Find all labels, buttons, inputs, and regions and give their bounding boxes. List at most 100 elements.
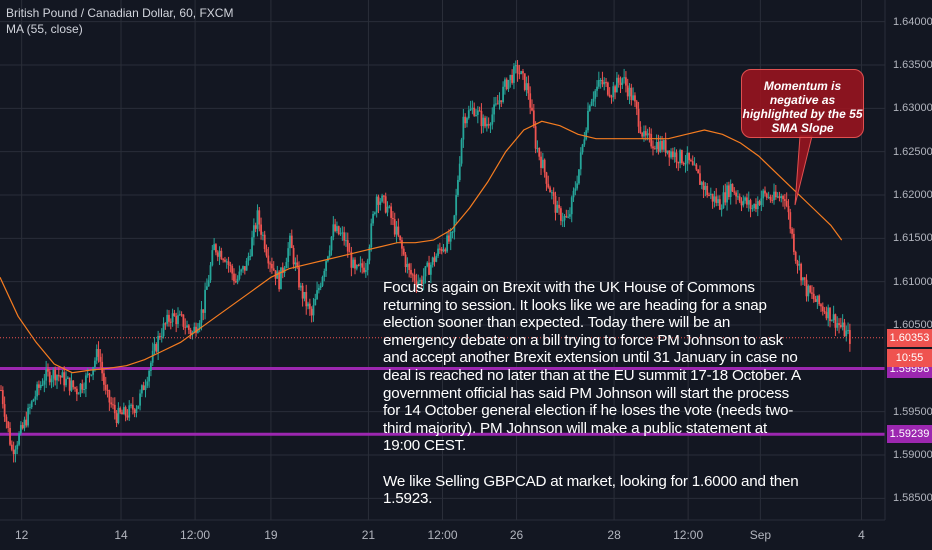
candle-body bbox=[169, 321, 172, 323]
analysis-paragraph: Focus is again on Brexit with the UK Hou… bbox=[383, 279, 801, 455]
candle-body bbox=[762, 190, 765, 199]
y-tick-label: 1.62000 bbox=[893, 189, 932, 201]
candle-body bbox=[364, 270, 367, 273]
candle-body bbox=[615, 77, 618, 93]
candle-body bbox=[47, 368, 49, 372]
y-tick-label: 1.62500 bbox=[893, 145, 932, 158]
candle-body bbox=[36, 384, 39, 397]
indicator-label[interactable]: MA (55, close) bbox=[6, 22, 83, 36]
candle-body bbox=[753, 204, 756, 209]
candle-body bbox=[334, 224, 337, 232]
candle-body bbox=[182, 314, 185, 327]
candle-body bbox=[457, 180, 459, 196]
candle-body bbox=[112, 404, 114, 406]
candle-body bbox=[227, 261, 230, 265]
candle-body bbox=[641, 132, 644, 137]
candle-body bbox=[547, 183, 550, 188]
candle-body bbox=[424, 266, 427, 277]
candle-body bbox=[570, 197, 573, 215]
candle-body bbox=[700, 182, 703, 185]
candle-body bbox=[314, 298, 317, 306]
candle-body bbox=[693, 164, 696, 166]
candle-body bbox=[695, 164, 698, 170]
candle-body bbox=[278, 271, 281, 290]
candle-body bbox=[500, 100, 503, 102]
countdown-tag: 10:55 bbox=[887, 348, 932, 367]
candle-body bbox=[195, 326, 197, 333]
candle-body bbox=[596, 86, 598, 91]
candle-body bbox=[222, 259, 225, 261]
x-tick-label: 12:00 bbox=[427, 528, 458, 542]
candle-body bbox=[323, 270, 326, 278]
candle-body bbox=[200, 309, 203, 323]
candle-body bbox=[392, 217, 394, 220]
y-tick-label: 1.63500 bbox=[893, 59, 932, 71]
candle-body bbox=[478, 110, 481, 112]
candle-body bbox=[343, 232, 346, 241]
candle-body bbox=[690, 160, 692, 162]
candle-body bbox=[265, 249, 268, 256]
candle-body bbox=[805, 279, 808, 297]
candle-body bbox=[505, 79, 508, 90]
candle-body bbox=[153, 344, 156, 351]
candle-body bbox=[471, 107, 474, 109]
candle-body bbox=[357, 265, 360, 267]
symbol-title[interactable]: British Pound / Canadian Dollar, 60, FXC… bbox=[6, 6, 234, 20]
candle-body bbox=[77, 393, 80, 395]
candle-body bbox=[769, 196, 772, 200]
candle-body bbox=[473, 107, 476, 116]
candle-body bbox=[131, 404, 134, 410]
candle-body bbox=[585, 130, 588, 140]
candle-body bbox=[742, 200, 745, 206]
candle-body bbox=[81, 383, 84, 390]
candle-body bbox=[746, 197, 748, 205]
candle-body bbox=[119, 407, 122, 413]
candle-body bbox=[527, 83, 530, 94]
candle-body bbox=[59, 376, 62, 378]
candle-body bbox=[829, 307, 831, 321]
candle-body bbox=[254, 225, 257, 229]
candle-body bbox=[301, 285, 304, 299]
candle-body bbox=[75, 388, 78, 395]
candle-body bbox=[713, 196, 716, 202]
candle-body bbox=[350, 252, 353, 268]
candle-body bbox=[830, 320, 833, 322]
candle-body bbox=[63, 372, 66, 386]
candle-body bbox=[404, 254, 407, 268]
candle-body bbox=[845, 330, 848, 337]
analysis-paragraph: We like Selling GBPCAD at market, lookin… bbox=[383, 472, 799, 508]
candle-body bbox=[184, 326, 187, 328]
candle-body bbox=[310, 308, 313, 316]
momentum-callout[interactable]: Momentum is negative as highlighted by t… bbox=[741, 69, 864, 138]
candle-body bbox=[718, 199, 721, 210]
x-tick-label: 4 bbox=[858, 528, 865, 542]
candle-body bbox=[614, 86, 616, 93]
candle-body bbox=[662, 140, 665, 150]
candle-body bbox=[561, 220, 564, 222]
candle-body bbox=[280, 267, 282, 290]
candle-body bbox=[234, 281, 237, 283]
x-tick-label: 19 bbox=[264, 528, 278, 542]
candle-body bbox=[514, 65, 517, 67]
candle-body bbox=[258, 210, 261, 225]
candle-body bbox=[841, 322, 844, 328]
candle-body bbox=[534, 126, 537, 149]
last-price-tag: 1.60353 bbox=[887, 328, 932, 347]
candle-body bbox=[373, 212, 376, 214]
candle-body bbox=[242, 266, 244, 270]
candle-body bbox=[545, 172, 548, 184]
candle-body bbox=[72, 380, 75, 388]
candle-body bbox=[827, 307, 830, 319]
candle-body bbox=[802, 277, 804, 281]
candle-body bbox=[796, 260, 799, 266]
candle-body bbox=[670, 151, 672, 158]
candle-body bbox=[12, 449, 15, 455]
candle-body bbox=[117, 407, 120, 423]
candle-body bbox=[773, 191, 775, 201]
candle-body bbox=[588, 105, 591, 111]
candle-body bbox=[509, 74, 512, 81]
candle-body bbox=[240, 269, 243, 272]
candle-body bbox=[401, 240, 403, 249]
candle-body bbox=[168, 314, 170, 322]
